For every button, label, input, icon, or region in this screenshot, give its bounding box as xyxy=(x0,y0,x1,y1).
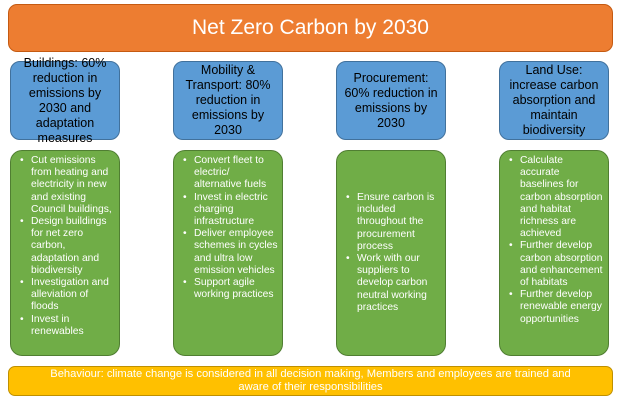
action-item: Ensure carbon is included throughout the… xyxy=(346,192,442,253)
action-item: Invest in electric charging infrastructu… xyxy=(183,192,279,229)
procurement-heading: Procurement: 60% reduction in emissions … xyxy=(344,70,438,130)
procurement-actions-list: Ensure carbon is included throughout the… xyxy=(341,192,442,314)
action-item: Further develop carbon absorption and en… xyxy=(509,240,605,289)
action-item: Convert fleet to electric/ alternative f… xyxy=(183,155,279,192)
diagram-title: Net Zero Carbon by 2030 xyxy=(192,16,429,39)
land-use-heading: Land Use: increase carbon absorption and… xyxy=(509,63,599,137)
procurement-heading-box: Procurement: 60% reduction in emissions … xyxy=(336,61,446,140)
mobility-actions-box: Convert fleet to electric/ alternative f… xyxy=(173,150,283,356)
title-banner: Net Zero Carbon by 2030 xyxy=(8,4,613,52)
land-use-actions-list: Calculate accurate baselines for carbon … xyxy=(504,155,605,326)
land-use-heading-box: Land Use: increase carbon absorption and… xyxy=(499,61,609,140)
behaviour-text: Behaviour: climate change is considered … xyxy=(50,368,571,393)
action-item: Support agile working practices xyxy=(183,277,279,301)
action-item: Invest in renewables xyxy=(20,314,116,338)
action-item: Calculate accurate baselines for carbon … xyxy=(509,155,605,240)
action-item: Work with our suppliers to develop carbo… xyxy=(346,253,442,314)
mobility-heading-box: Mobility & Transport: 80% reduction in e… xyxy=(173,61,283,140)
mobility-actions-list: Convert fleet to electric/ alternative f… xyxy=(178,155,279,301)
action-item: Design buildings for net zero carbon, ad… xyxy=(20,216,116,277)
land-use-actions-box: Calculate accurate baselines for carbon … xyxy=(499,150,609,356)
buildings-actions-list: Cut emissions from heating and electrici… xyxy=(15,155,116,338)
buildings-heading: Buildings: 60% reduction in emissions by… xyxy=(23,55,107,145)
mobility-heading: Mobility & Transport: 80% reduction in e… xyxy=(185,63,271,137)
action-item: Deliver employee schemes in cycles and u… xyxy=(183,228,279,277)
buildings-heading-box: Buildings: 60% reduction in emissions by… xyxy=(10,56,120,145)
action-item: Further develop renewable energy opportu… xyxy=(509,289,605,326)
action-item: Investigation and alleviation of floods xyxy=(20,277,116,314)
buildings-actions-box: Cut emissions from heating and electrici… xyxy=(10,150,120,356)
behaviour-banner: Behaviour: climate change is considered … xyxy=(8,366,613,396)
procurement-actions-box: Ensure carbon is included throughout the… xyxy=(336,150,446,356)
action-item: Cut emissions from heating and electrici… xyxy=(20,155,116,216)
